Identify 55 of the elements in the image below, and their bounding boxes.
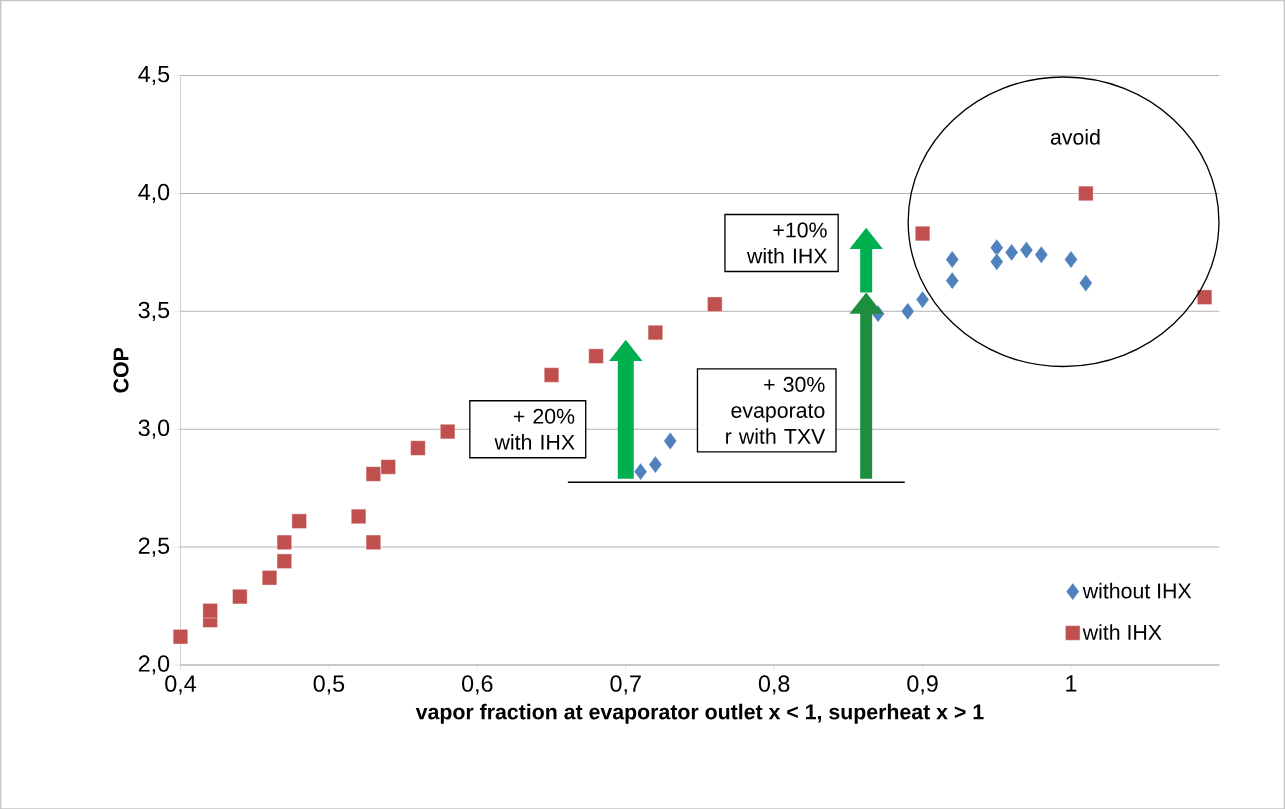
point <box>990 252 1004 271</box>
x-tick-label: 1 <box>1066 675 1077 692</box>
y-tick-label: 2,0 <box>138 655 170 675</box>
y-tick-label: 4,5 <box>138 65 170 85</box>
point <box>588 348 604 364</box>
point <box>990 238 1004 257</box>
point <box>351 508 367 524</box>
point <box>1197 289 1213 305</box>
legend-label: with IHX <box>1082 624 1162 640</box>
point <box>901 302 915 320</box>
point <box>945 271 959 290</box>
point <box>1078 185 1094 201</box>
y-tick-label: 2,5 <box>138 537 170 557</box>
point <box>172 628 189 644</box>
point <box>232 588 248 604</box>
point <box>915 290 930 309</box>
annotation: avoid <box>1050 128 1100 145</box>
point <box>1019 240 1034 259</box>
point <box>915 225 931 241</box>
x-tick-label: 0,7 <box>610 675 641 695</box>
point <box>276 553 292 569</box>
y-axis-title: COP <box>113 347 129 393</box>
x-tick-label: 0,9 <box>907 675 938 695</box>
y-tick-label: 3,0 <box>138 419 170 439</box>
x-tick-label: 0,6 <box>462 675 493 695</box>
x-tick-label: 0,4 <box>165 675 197 695</box>
point <box>291 513 307 529</box>
annotation: +10% with IHX <box>746 222 828 264</box>
point <box>1034 245 1048 264</box>
point <box>202 602 218 619</box>
point <box>1004 243 1019 262</box>
x-axis-title: vapor fraction at evaporator outlet x < 1, superheat x > 1 <box>415 703 984 724</box>
point <box>440 423 456 439</box>
point <box>647 324 663 340</box>
point <box>544 367 560 383</box>
point <box>633 462 648 481</box>
point <box>276 534 292 550</box>
point <box>1064 250 1078 269</box>
point <box>365 466 381 482</box>
point <box>663 431 677 450</box>
point <box>380 459 396 475</box>
point <box>410 440 426 456</box>
y-tick-label: 4,0 <box>138 183 170 203</box>
x-tick-label: 0,8 <box>758 675 790 695</box>
point <box>945 250 959 269</box>
point <box>365 534 381 550</box>
legend-label: without IHX <box>1082 582 1192 599</box>
point <box>262 569 278 586</box>
annotation: + 20% with IHX <box>494 408 575 450</box>
x-tick-label: 0,5 <box>313 675 345 695</box>
y-tick-label: 3,5 <box>138 301 170 321</box>
point <box>707 296 723 312</box>
annotation: + 30% evaporato r with TXV <box>726 376 826 444</box>
point <box>1079 273 1093 292</box>
point <box>648 455 663 474</box>
